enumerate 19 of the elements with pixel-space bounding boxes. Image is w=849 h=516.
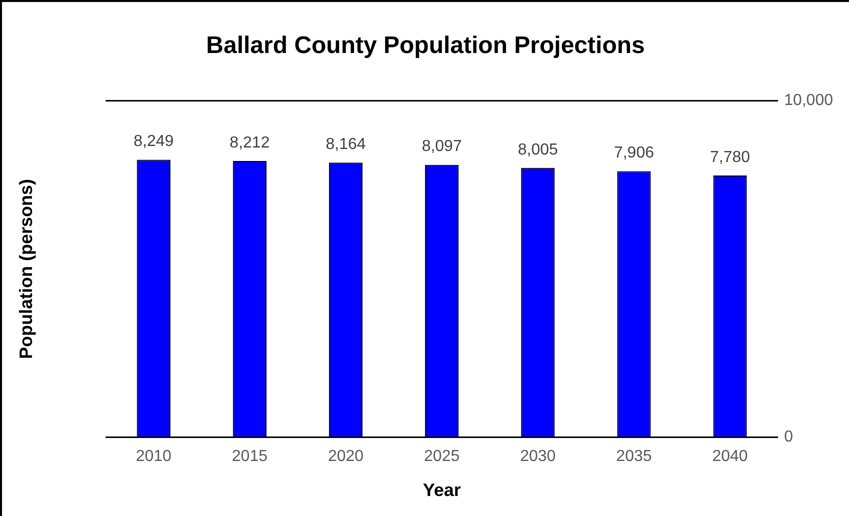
x-tick-label: 2040 [712,448,748,466]
x-tick-label: 2025 [424,448,460,466]
data-label: 8,164 [326,136,366,153]
data-label: 8,212 [230,134,270,152]
x-axis-title: Year [422,480,461,500]
chart-title: Ballard County Population Projections [206,32,645,60]
y-tick-label: 0 [784,428,794,446]
x-tick-label: 2015 [232,448,268,466]
y-axis-title: Population (persons) [16,178,36,359]
x-tick-label: 2020 [328,448,364,466]
data-label: 8,005 [518,141,558,158]
data-label: 7,780 [710,148,750,166]
data-label: 8,097 [422,138,462,156]
data-label: 7,906 [614,144,654,162]
y-tick-label: 10,000 [784,92,834,110]
x-tick-label: 2010 [136,448,172,466]
data-label: 8,249 [134,133,174,150]
x-tick-label: 2035 [616,448,652,466]
x-tick-label: 2030 [520,448,556,466]
